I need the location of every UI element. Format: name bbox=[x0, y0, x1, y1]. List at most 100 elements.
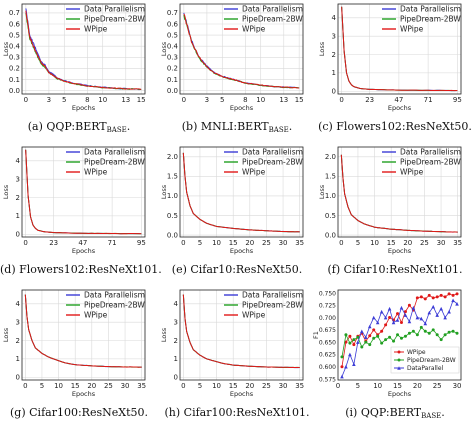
y-tick-label: 1 bbox=[16, 355, 20, 363]
data-point bbox=[435, 313, 439, 317]
data-point bbox=[399, 336, 403, 340]
legend-entry: Data Parallelism bbox=[84, 5, 145, 14]
chart-panel-i: 0 5 10 15 20 25 30 0.575 0.600 0.625 0.650 0.675 0.7… bbox=[312, 286, 474, 429]
chart-svg-f: 0 5 10 15 20 25 30 35 0.0 0.5 1.0 1.5 2.0 Epochs Loss D… bbox=[318, 146, 462, 255]
y-axis-label: Loss bbox=[2, 184, 10, 199]
y-tick-label: 0.7 bbox=[167, 9, 178, 17]
data-point bbox=[443, 315, 447, 320]
data-point bbox=[451, 329, 455, 333]
data-point bbox=[360, 329, 364, 334]
data-point bbox=[419, 325, 423, 329]
data-point bbox=[384, 338, 388, 342]
chart-panel-e: 0 5 10 15 20 25 30 35 0.0 0.5 1.0 1.5 2.0 Epochs Loss D… bbox=[158, 143, 316, 286]
series-line-wpipe bbox=[182, 152, 300, 233]
y-tick-label: 0.625 bbox=[319, 352, 336, 359]
chart-panel-a: 0 3 5 8 10 13 15 0.0 0.1 0.2 0.3 0.4 0.5 0.6 0.7 Epochs… bbox=[0, 0, 158, 143]
data-point bbox=[352, 343, 356, 347]
plot-frame bbox=[21, 146, 146, 238]
caption-text: (g) Cifar100:ResNeXt50. bbox=[10, 406, 148, 419]
legend-entry: Data Parallelism bbox=[242, 291, 303, 300]
x-tick-label: 30 bbox=[121, 382, 130, 390]
legend-entry: Data Parallelism bbox=[242, 148, 303, 157]
data-point bbox=[423, 297, 427, 301]
y-tick-label: 4 bbox=[16, 157, 21, 165]
x-tick-label: 0 bbox=[181, 239, 185, 247]
legend-marker bbox=[397, 358, 401, 362]
data-point bbox=[387, 306, 392, 311]
y-tick-label: 0.3 bbox=[167, 54, 178, 62]
data-point bbox=[352, 338, 356, 342]
y-tick-label: 3 bbox=[16, 175, 20, 183]
y-tick-label: 0.600 bbox=[319, 364, 336, 371]
data-point bbox=[447, 330, 451, 334]
plot-frame bbox=[179, 289, 304, 381]
x-tick-label: 30 bbox=[279, 239, 288, 247]
x-tick-label: 5 bbox=[220, 96, 224, 104]
data-point bbox=[403, 334, 407, 338]
y-tick-label: 0.0 bbox=[167, 87, 178, 95]
y-tick-label: 3 bbox=[16, 318, 20, 326]
data-point bbox=[419, 295, 423, 299]
legend-entry: Data Parallelism bbox=[400, 148, 461, 157]
chart-svg-a: 0 3 5 8 10 13 15 0.0 0.1 0.2 0.3 0.4 0.5 0.6 0.7 Epochs… bbox=[2, 3, 146, 112]
chart-panel-f: 0 5 10 15 20 25 30 35 0.0 0.5 1.0 1.5 2.0 Epochs Loss D… bbox=[316, 143, 474, 286]
legend-entry: DataParallel bbox=[407, 365, 444, 372]
y-axis-label: Loss bbox=[318, 41, 326, 56]
x-axis-label: Epochs bbox=[72, 390, 96, 398]
panel-caption: (d) Flowers102:ResNeXt101. bbox=[0, 263, 162, 276]
plot-frame bbox=[21, 3, 146, 95]
data-point bbox=[396, 312, 400, 316]
panel-caption: (c) Flowers102:ResNeXt50. bbox=[316, 120, 474, 133]
legend-entry: WPipe bbox=[242, 168, 266, 177]
data-point bbox=[399, 305, 404, 310]
y-tick-label: 0.0 bbox=[325, 231, 336, 239]
data-point bbox=[439, 293, 443, 297]
y-tick-label: 4 bbox=[174, 300, 179, 308]
x-axis-label: Epochs bbox=[388, 390, 412, 398]
legend-entry: PipeDream-2BW bbox=[400, 158, 461, 167]
data-point bbox=[388, 335, 392, 339]
series-line-wpipe bbox=[24, 294, 142, 368]
data-point bbox=[352, 362, 356, 367]
data-point bbox=[403, 313, 408, 317]
legend-entry: WPipe bbox=[84, 25, 108, 34]
x-tick-label: 30 bbox=[437, 239, 446, 247]
data-point bbox=[423, 321, 428, 326]
x-tick-label: 5 bbox=[198, 239, 202, 247]
series-line-wpipe bbox=[25, 149, 142, 235]
caption-subscript: BASE bbox=[268, 126, 289, 134]
x-tick-label: 15 bbox=[137, 96, 146, 104]
data-point bbox=[344, 340, 348, 344]
data-point bbox=[427, 310, 432, 315]
caption-subscript: BASE bbox=[421, 412, 442, 420]
y-tick-label: 0.6 bbox=[167, 20, 179, 28]
x-tick-label: 35 bbox=[295, 239, 304, 247]
plot-frame bbox=[21, 289, 146, 381]
x-axis-label: Epochs bbox=[388, 247, 412, 255]
y-tick-label: 3 bbox=[332, 32, 336, 40]
chart-svg-e: 0 5 10 15 20 25 30 35 0.0 0.5 1.0 1.5 2.0 Epochs Loss D… bbox=[160, 146, 304, 255]
y-tick-label: 2 bbox=[16, 337, 20, 345]
legend-marker bbox=[397, 366, 401, 370]
series-line-wpipe bbox=[182, 294, 300, 369]
chart-panel-d: 0 23 47 71 95 0 1 2 3 4 Epochs Loss Data Parallelism… bbox=[0, 143, 162, 286]
data-point bbox=[368, 343, 372, 347]
data-point bbox=[367, 324, 372, 329]
x-tick-label: 25 bbox=[104, 382, 113, 390]
x-axis-label: Epochs bbox=[72, 104, 96, 112]
x-axis-label: Epochs bbox=[230, 390, 254, 398]
data-point bbox=[356, 340, 360, 344]
y-tick-label: 0 bbox=[16, 374, 20, 382]
x-tick-label: 15 bbox=[71, 382, 80, 390]
x-tick-label: 25 bbox=[262, 382, 271, 390]
y-axis-label: Loss bbox=[160, 41, 168, 56]
x-tick-label: 5 bbox=[356, 239, 360, 247]
data-point bbox=[443, 295, 447, 299]
x-tick-label: 10 bbox=[212, 239, 221, 247]
chart-svg-i: 0 5 10 15 20 25 30 0.575 0.600 0.625 0.650 0.675 0.7… bbox=[312, 289, 461, 398]
